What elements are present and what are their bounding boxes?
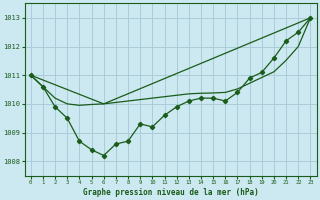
X-axis label: Graphe pression niveau de la mer (hPa): Graphe pression niveau de la mer (hPa) — [83, 188, 259, 197]
